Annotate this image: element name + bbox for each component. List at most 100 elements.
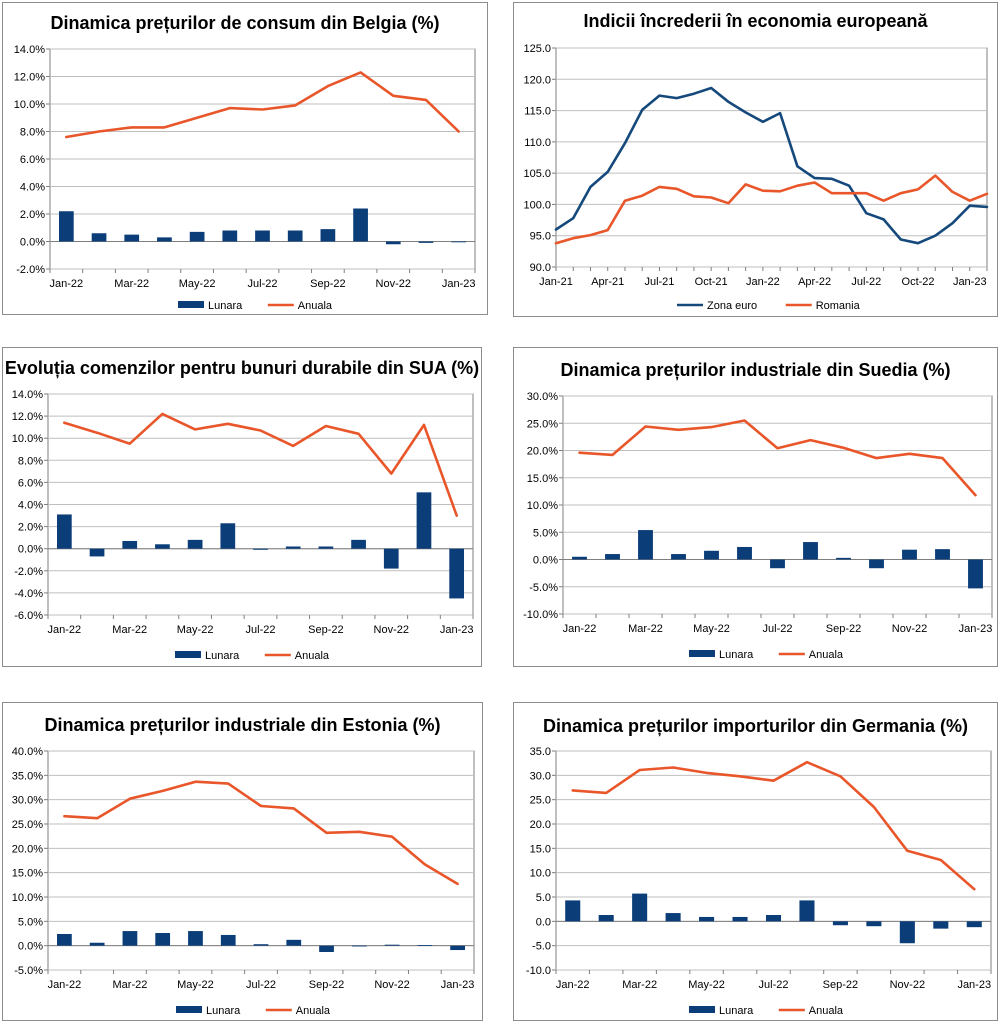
x-tick-label: Nov-22 [374, 979, 409, 991]
y-tick-label: 35.0 [530, 746, 551, 758]
chart-title: Evoluția comenzilor pentru bunuri durabi… [5, 358, 479, 378]
y-tick-label: 2.0% [18, 522, 43, 534]
x-tick-label: Jan-23 [442, 278, 476, 290]
legend-label: Zona euro [707, 300, 757, 312]
x-tick-label: Sep-22 [310, 278, 345, 290]
x-tick-label: Jul-22 [246, 979, 276, 991]
bar-lunara [124, 234, 140, 242]
bar-lunara [605, 554, 620, 560]
chart-title: Indicii încrederii în economia europeană [583, 11, 928, 31]
bar-lunara [89, 942, 105, 946]
x-tick-label: May-22 [688, 979, 725, 991]
x-tick-label: Jan-22 [48, 979, 82, 991]
x-tick-label: Jan-21 [539, 276, 573, 288]
legend-swatch-bar [176, 1006, 202, 1013]
x-tick-label: Mar-22 [622, 979, 657, 991]
chart-svg: Evoluția comenzilor pentru bunuri durabi… [5, 358, 479, 662]
y-tick-label: 15.0% [527, 473, 558, 485]
y-tick-label: 0.0% [533, 555, 558, 567]
y-tick-label: 20.0% [12, 843, 43, 855]
bar-lunara [57, 933, 72, 946]
x-tick-label: Jan-22 [556, 979, 590, 991]
plot-area [555, 47, 988, 268]
x-tick-label: Mar-22 [114, 278, 149, 290]
chart-panel-belgia-cpi: Dinamica prețurilor de consum din Belgia… [2, 2, 488, 315]
bar-lunara [933, 921, 949, 929]
bar-lunara [632, 893, 648, 922]
bar-lunara [318, 546, 334, 549]
bar-lunara [572, 556, 587, 560]
bar-lunara [253, 944, 269, 946]
legend-swatch-bar [175, 651, 201, 658]
bar-lunara [899, 921, 915, 944]
y-tick-label: 105.0 [523, 168, 551, 180]
chart-panel-estonia-ppi: Dinamica prețurilor industriale din Esto… [2, 702, 483, 1021]
y-tick-label: 14.0% [14, 44, 45, 56]
y-tick-label: 5.0% [533, 527, 558, 539]
chart-panel-usa-durable-goods: Evoluția comenzilor pentru bunuri durabi… [2, 347, 482, 667]
bar-lunara [89, 548, 105, 557]
x-tick-label: Jul-22 [248, 278, 278, 290]
chart-title: Dinamica prețurilor importurilor din Ger… [543, 716, 968, 736]
bar-lunara [122, 931, 138, 946]
bar-lunara [665, 913, 681, 922]
legend-label: Lunara [208, 300, 243, 312]
y-tick-label: 6.0% [18, 477, 43, 489]
y-tick-label: 10.0% [12, 433, 43, 445]
bar-lunara [732, 916, 748, 922]
bar-lunara [765, 915, 782, 922]
bar-lunara [383, 548, 399, 569]
bar-lunara [187, 539, 203, 549]
bar-lunara [285, 546, 301, 549]
chart-svg: Dinamica prețurilor importurilor din Ger… [526, 716, 992, 1017]
legend-swatch-bar [689, 1006, 715, 1013]
x-tick-label: Sep-22 [823, 979, 858, 991]
series-line-anuala [64, 71, 461, 139]
x-tick-label: Nov-22 [376, 278, 411, 290]
y-tick-label: 25.0 [530, 795, 551, 807]
x-tick-label: Nov-22 [890, 979, 925, 991]
bar-lunara [189, 231, 205, 242]
y-tick-label: -10.0 [526, 965, 551, 977]
series-line-anuala [63, 780, 459, 886]
x-tick-label: Jul-21 [644, 276, 674, 288]
plot-area [47, 750, 475, 971]
y-tick-label: 2.0% [20, 209, 45, 221]
y-tick-label: 30.0% [12, 795, 43, 807]
x-tick-label: Sep-22 [308, 624, 343, 636]
bar-lunara [385, 241, 401, 245]
y-tick-label: 15.0 [530, 843, 551, 855]
x-tick-label: Jul-22 [763, 623, 793, 635]
x-tick-label: Mar-22 [112, 624, 147, 636]
bar-lunara [832, 921, 848, 926]
y-tick-label: 15.0% [12, 868, 43, 880]
x-tick-label: Jul-22 [759, 979, 789, 991]
bar-lunara [56, 514, 72, 549]
y-tick-label: -5.0% [14, 965, 43, 977]
legend-label: Romania [816, 300, 861, 312]
bar-lunara [353, 208, 368, 242]
bar-lunara [188, 931, 203, 946]
x-tick-label: Jan-23 [959, 623, 993, 635]
y-tick-label: 35.0% [12, 770, 43, 782]
legend-label: Lunara [205, 650, 240, 662]
y-tick-label: 30.0 [530, 770, 551, 782]
x-tick-label: Sep-22 [309, 979, 344, 991]
bar-lunara [319, 945, 334, 952]
bar-lunara [699, 916, 715, 922]
bar-lunara [351, 539, 366, 549]
y-tick-label: -5.0% [529, 582, 558, 594]
legend-swatch-bar [689, 650, 715, 657]
y-tick-label: 30.0% [527, 391, 558, 403]
chart-panel-germania-import-prices: Dinamica prețurilor importurilor din Ger… [513, 702, 998, 1021]
x-tick-label: Jan-22 [563, 623, 597, 635]
chart-svg: Dinamica prețurilor industriale din Esto… [12, 715, 475, 1017]
y-tick-label: 95.0 [530, 231, 551, 243]
legend-label: Anuala [809, 649, 844, 661]
bar-lunara [451, 241, 467, 243]
y-tick-label: 125.0 [523, 43, 551, 55]
y-tick-label: 10.0% [527, 500, 558, 512]
y-tick-label: 4.0% [20, 182, 45, 194]
bar-lunara [449, 548, 465, 599]
x-tick-label: Oct-21 [695, 276, 728, 288]
